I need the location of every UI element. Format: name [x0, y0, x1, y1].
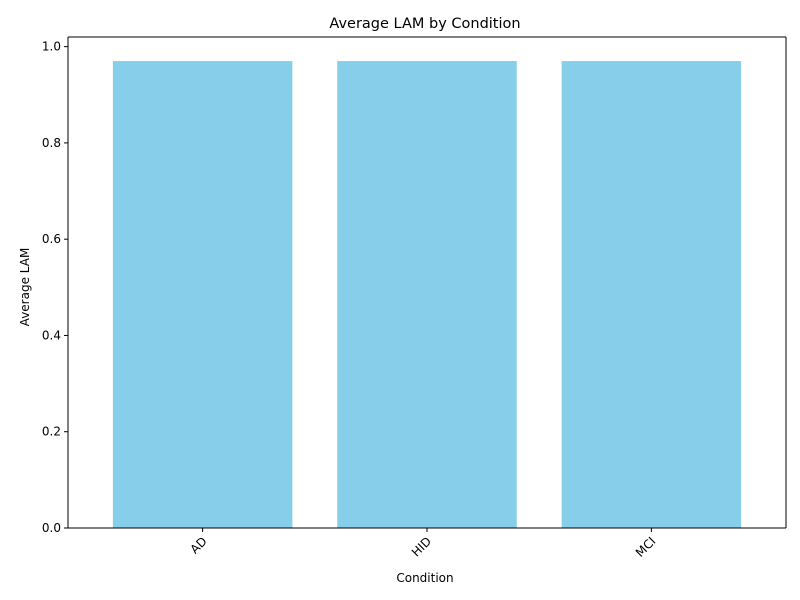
y-axis-label: Average LAM [18, 248, 32, 327]
bar-mci [561, 61, 742, 528]
y-tick-label: 0.6 [42, 232, 61, 246]
x-axis-label: Condition [396, 571, 453, 585]
bar-hid [337, 61, 517, 528]
y-axis-ticks: 0.0 0.2 0.4 0.6 0.8 1.0 [42, 40, 68, 535]
y-tick-label: 0.8 [42, 136, 61, 150]
y-tick-label: 0.0 [42, 521, 61, 535]
chart-title: Average LAM by Condition [329, 16, 520, 32]
y-tick-label: 0.4 [42, 328, 61, 342]
bar-ad [112, 61, 293, 528]
y-tick-label: 1.0 [42, 40, 61, 54]
bars [112, 61, 742, 528]
y-tick-label: 0.2 [42, 425, 61, 439]
